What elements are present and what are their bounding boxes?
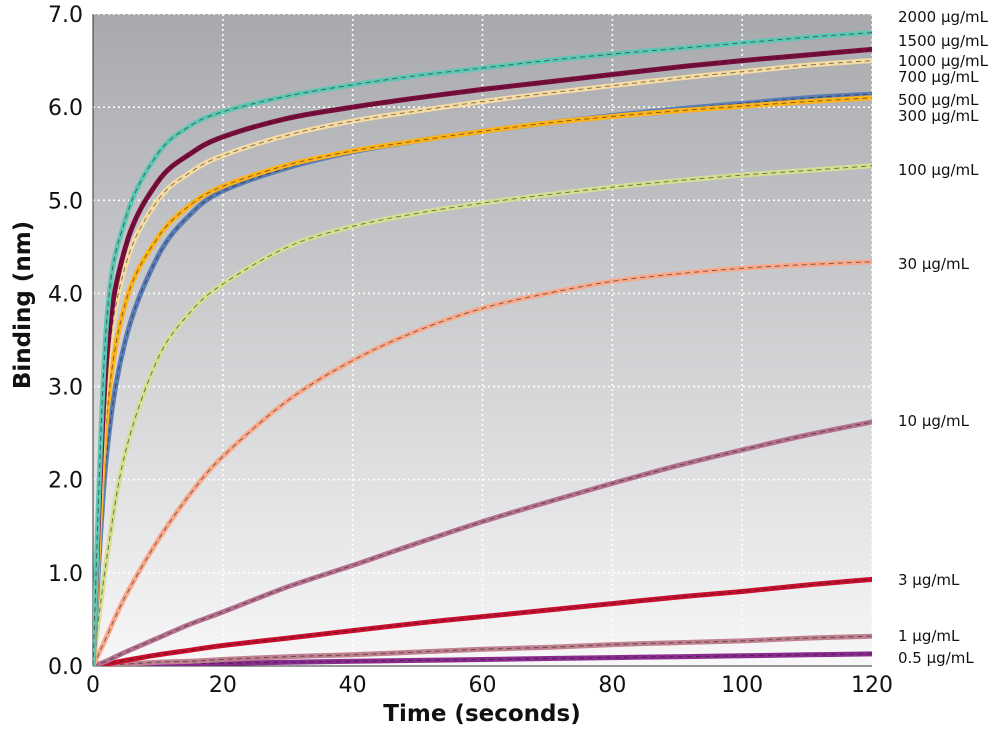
axes	[92, 14, 872, 667]
x-tick-label: 80	[598, 673, 626, 698]
series-label: 1500 µg/mL	[898, 32, 989, 50]
series-label: 0.5 µg/mL	[898, 649, 974, 667]
fit-line-1-g-ml	[93, 635, 872, 666]
y-tick-label: 6.0	[48, 96, 83, 121]
fit-line-30-g-ml	[93, 261, 872, 666]
series-label: 30 µg/mL	[898, 255, 970, 273]
x-tick-label: 120	[851, 673, 893, 698]
series-label: 300 µg/mL	[898, 107, 979, 125]
x-tick-labels: 0 20 40 60 80 100 120	[86, 673, 893, 698]
series-label: 2000 µg/mL	[898, 8, 989, 26]
x-axis-title: Time (seconds)	[383, 701, 580, 727]
fit-line-2000-g-ml	[93, 32, 872, 666]
fit-line-1000-g-ml	[93, 60, 872, 666]
y-tick-label: 0.0	[48, 655, 83, 680]
x-tick-label: 100	[721, 673, 763, 698]
series-label: 500 µg/mL	[898, 91, 979, 109]
y-tick-label: 4.0	[48, 282, 83, 307]
fit-line-10-g-ml	[93, 421, 872, 666]
series-label: 1000 µg/mL	[898, 52, 989, 70]
y-tick-label: 1.0	[48, 562, 83, 587]
y-tick-label: 5.0	[48, 189, 83, 214]
y-tick-label: 7.0	[48, 3, 83, 28]
fit-line-3-g-ml	[93, 578, 872, 666]
series-label: 700 µg/mL	[898, 68, 979, 86]
y-axis-title: Binding (nm)	[10, 221, 36, 389]
x-tick-label: 0	[86, 673, 100, 698]
fit-line-100-g-ml	[93, 165, 872, 666]
fit-line-1500-g-ml	[93, 48, 872, 666]
series-label: 10 µg/mL	[898, 412, 970, 430]
series-label: 3 µg/mL	[898, 571, 960, 589]
series-label: 1 µg/mL	[898, 627, 960, 645]
x-tick-label: 20	[209, 673, 237, 698]
x-tick-label: 60	[469, 673, 497, 698]
x-tick-label: 40	[339, 673, 367, 698]
series-label: 100 µg/mL	[898, 161, 979, 179]
y-tick-labels: 0.0 1.0 2.0 3.0 4.0 5.0 6.0 7.0	[48, 3, 83, 680]
grid	[93, 13, 873, 666]
y-tick-label: 2.0	[48, 469, 83, 494]
y-tick-label: 3.0	[48, 376, 83, 401]
series-lines	[93, 30, 872, 666]
fit-line-700-g-ml	[93, 97, 872, 666]
